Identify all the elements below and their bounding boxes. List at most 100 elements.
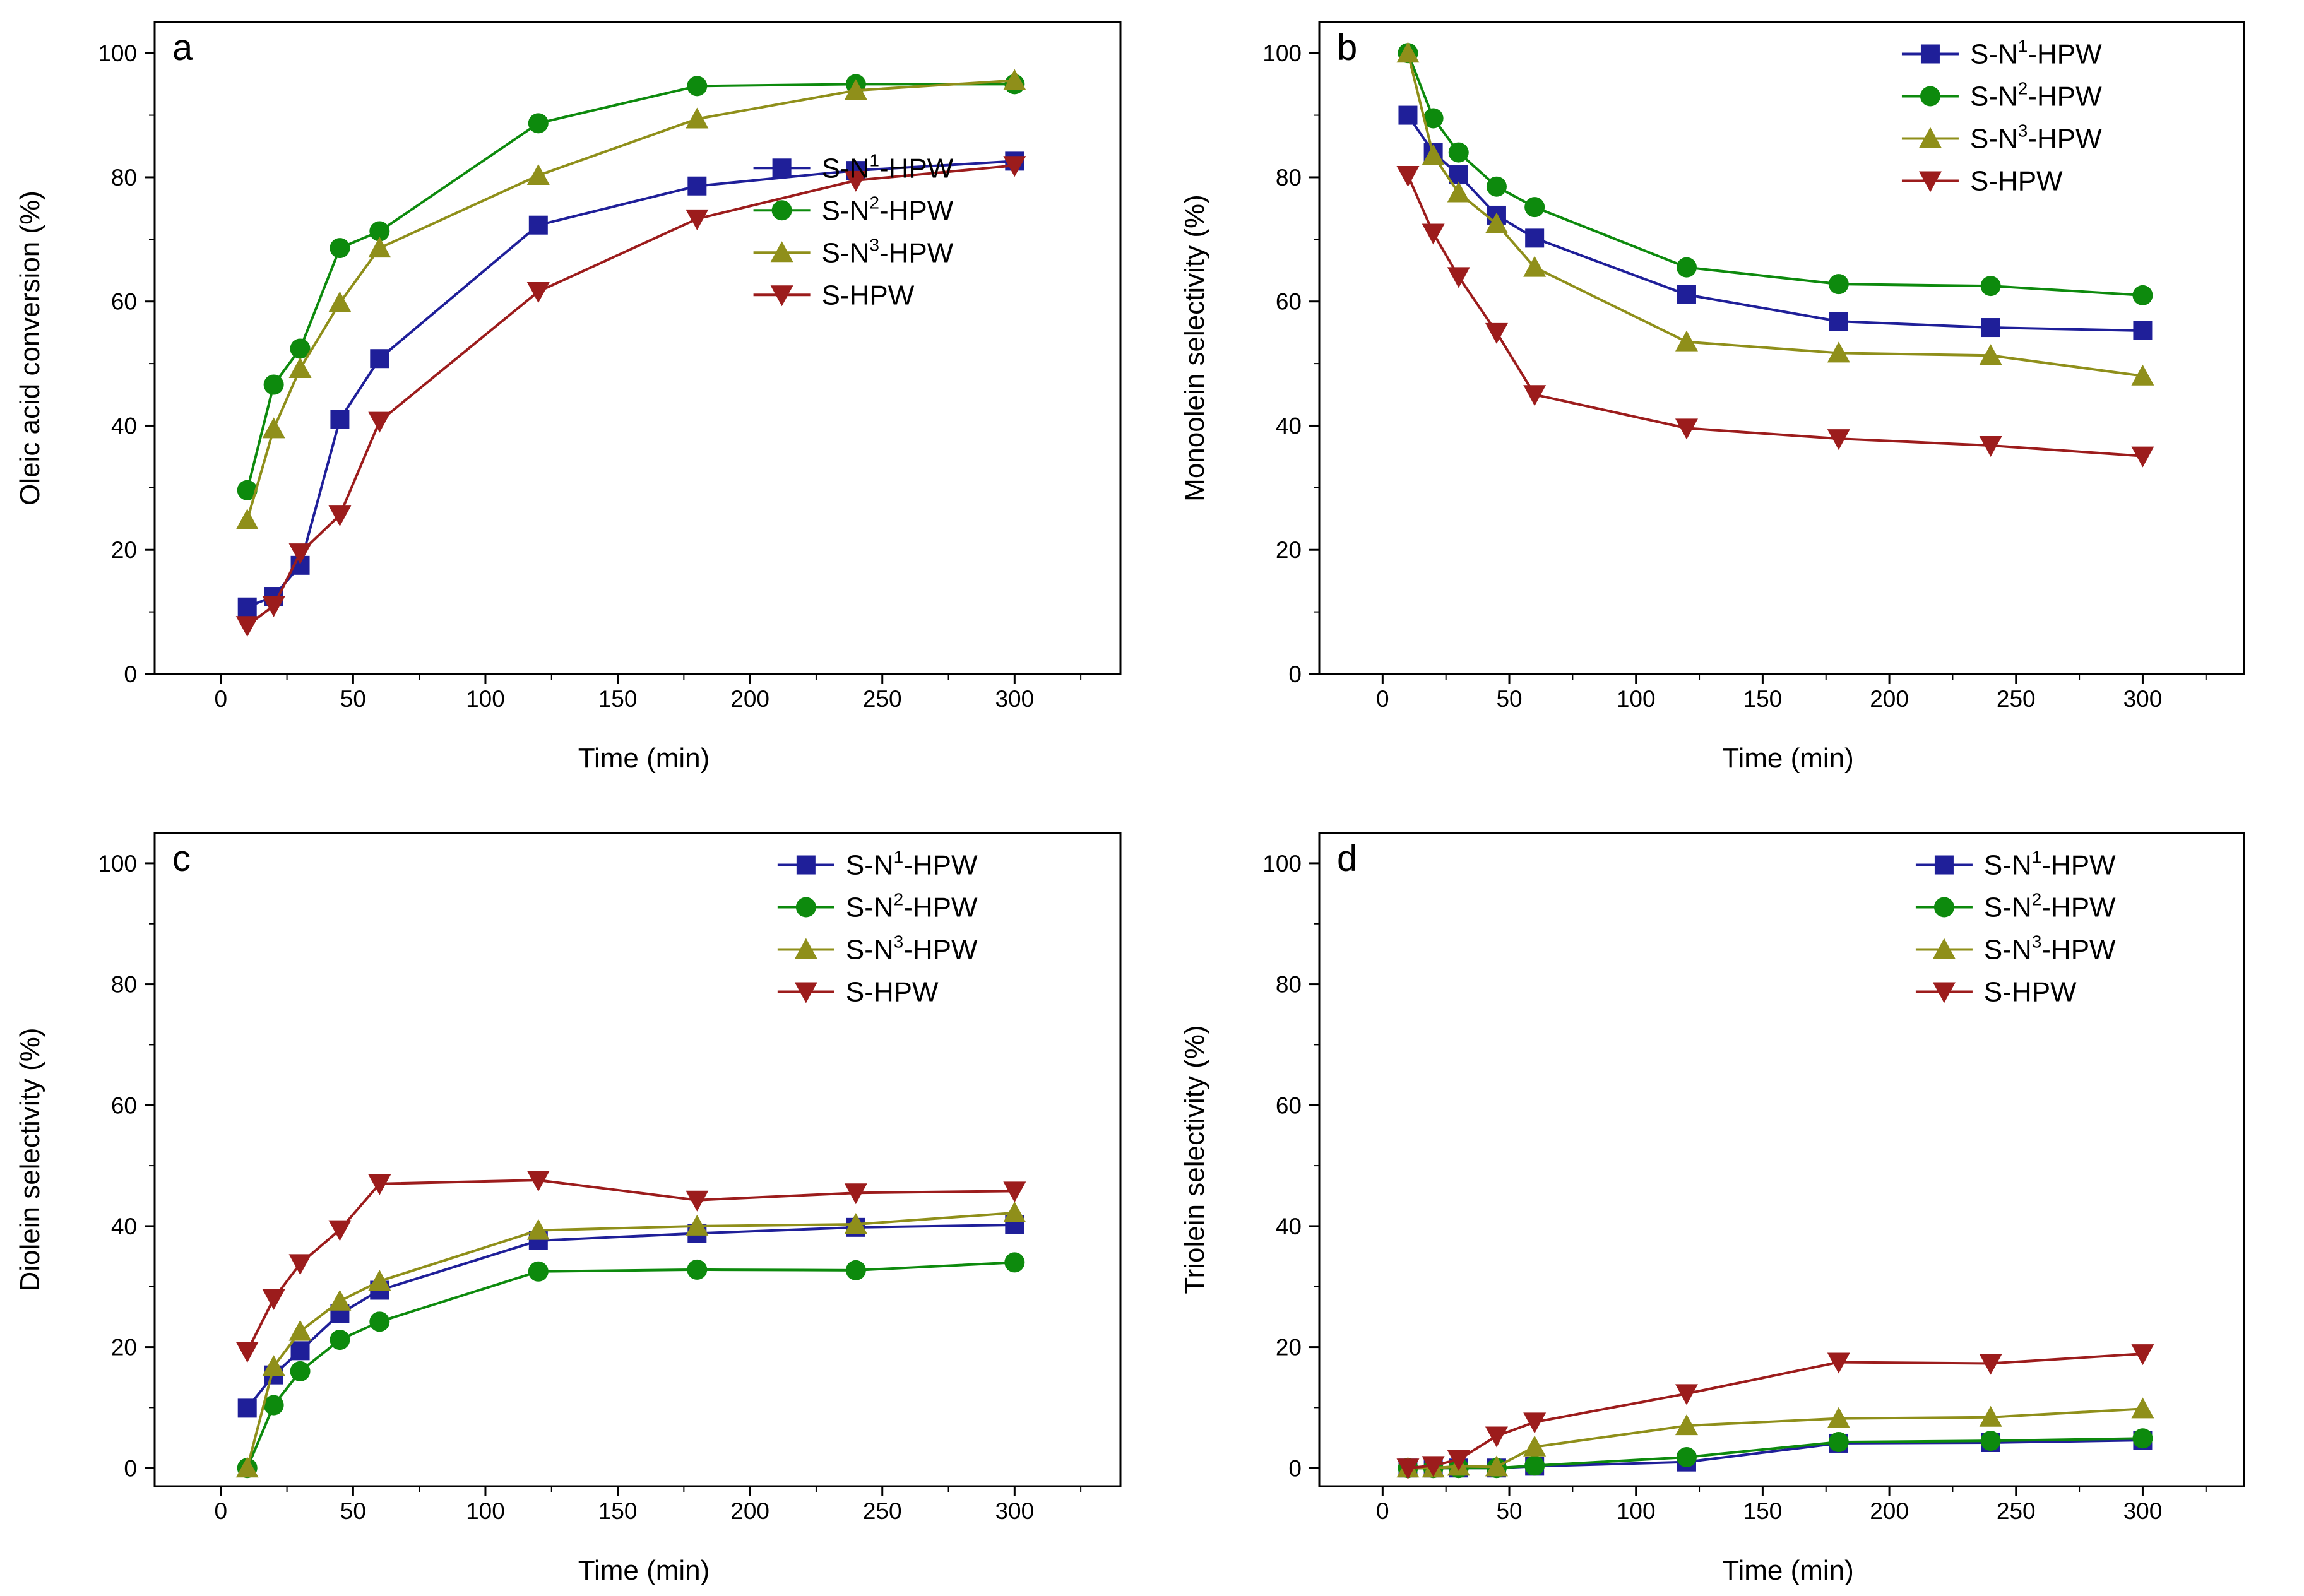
data-point [368,1174,391,1195]
x-axis-title: Time (min) [1722,1555,1854,1586]
data-point [1485,322,1508,344]
data-point [2131,446,2154,468]
x-tick-label: 150 [598,686,638,712]
data-point [1676,1447,1697,1467]
x-tick-label: 150 [598,1498,638,1524]
data-point [687,76,708,97]
y-tick-label: 60 [1276,1092,1302,1118]
legend-item: S-HPW [753,280,915,310]
data-point [686,209,709,230]
legend-marker [1932,982,1956,1003]
series-S-HPW [235,1171,1026,1363]
data-point [1675,1384,1698,1405]
data-point [528,1261,549,1282]
data-point [528,113,549,134]
x-tick-label: 100 [1617,1498,1656,1524]
panel-letter: d [1337,838,1357,879]
legend-label: S-N2-HPW [846,890,978,923]
legend-label: S-HPW [1970,165,2063,196]
y-tick-label: 60 [111,289,137,315]
data-point [330,410,350,429]
data-point [1525,228,1545,248]
data-point [1396,42,1420,63]
x-axis-title: Time (min) [578,1555,710,1586]
legend-item: S-N2-HPW [1901,78,2102,112]
data-point [1447,1450,1470,1471]
series-S-N3-HPW [235,69,1026,530]
chart-panel-b: 0 50 100 150 200 250 300 0 20 40 60 80 100 Time (min)… [1179,21,2245,774]
y-tick-label: 80 [111,165,137,191]
data-point [526,281,550,303]
legend-item: S-N3-HPW [777,932,978,966]
legend-marker [795,897,816,918]
legend-marker [1920,44,1940,64]
data-point [1979,1354,2002,1375]
x-tick-label: 250 [1997,686,2036,712]
y-tick-label: 80 [1276,165,1302,191]
y-tick-label: 60 [1276,289,1302,315]
data-point [2133,321,2153,340]
legend-marker [1920,86,1940,107]
legend-marker [794,982,817,1003]
legend-label: S-N3-HPW [822,235,954,268]
legend-item: S-N1-HPW [1901,36,2102,69]
data-point [262,596,285,617]
y-axis-title: Diolein selectivity (%) [15,1027,45,1291]
data-point [330,238,350,259]
legend-label: S-HPW [822,280,915,310]
y-tick-label: 80 [1276,972,1302,998]
chart-panel-d: 0 50 100 150 200 250 300 0 20 40 60 80 100 Time (min)… [1179,832,2245,1586]
x-tick-label: 50 [340,686,366,712]
x-tick-label: 100 [466,1498,505,1524]
data-point [844,79,867,100]
data-point [2131,1344,2154,1366]
y-tick-label: 20 [1276,1335,1302,1361]
data-point [1447,267,1470,288]
data-point [2132,285,2153,305]
data-point [2131,364,2154,386]
x-tick-label: 300 [2123,1498,2163,1524]
series-S-HPW [1396,1344,2154,1480]
data-point [1485,212,1508,233]
data-point [288,1254,312,1275]
data-point [1677,285,1696,304]
y-tick-label: 20 [111,537,137,563]
data-point [369,1311,390,1332]
y-tick-label: 0 [1288,1455,1302,1481]
data-point [2131,1397,2154,1419]
plot-frame [1318,21,2245,675]
data-point [328,1220,352,1241]
data-point [1447,181,1470,203]
legend-label: S-N1-HPW [822,150,954,184]
legend-item: S-N2-HPW [753,192,954,226]
data-point [687,1259,708,1280]
data-point [1981,318,2000,338]
data-point [1675,330,1698,352]
y-tick-label: 100 [1262,851,1302,877]
panel-letter: c [172,838,191,879]
legend-marker [770,285,793,307]
legend-marker [771,200,792,221]
data-point [1675,1414,1698,1436]
y-axis-title: Triolein selectivity (%) [1179,1025,1210,1294]
series-S-N2-HPW [237,1252,1025,1479]
x-tick-label: 250 [863,1498,902,1524]
x-tick-label: 200 [730,1498,769,1524]
data-point [1523,1412,1547,1434]
series-S-N1-HPW [237,1215,1024,1418]
series-line [246,164,1015,627]
legend-item: S-N1-HPW [1915,848,2116,881]
y-tick-label: 100 [98,851,137,877]
data-point [1398,105,1418,125]
data-point [1422,1456,1445,1477]
data-point [1448,142,1469,163]
legend-item: S-N2-HPW [777,890,978,923]
data-point [1486,176,1507,197]
data-point [1676,257,1697,278]
x-tick-label: 300 [995,1498,1034,1524]
data-point [290,1361,311,1381]
series-S-N2-HPW [1398,43,2153,305]
series-S-N3-HPW [1396,42,2154,386]
x-tick-label: 300 [995,686,1034,712]
data-point [235,509,259,530]
